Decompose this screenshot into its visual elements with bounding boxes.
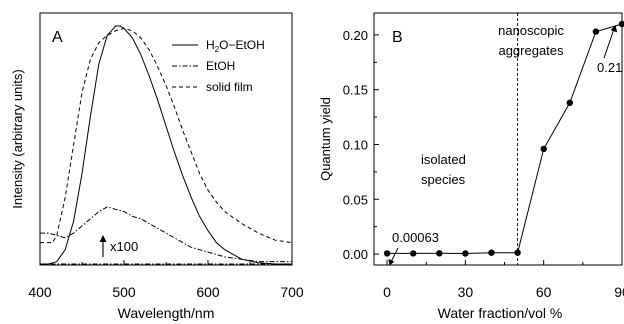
panel-b-frame [373,12,623,266]
high-yield-arrow-head [610,25,618,33]
panel-b-x-axis-label: Water fraction/vol % [438,305,563,321]
panel-a-x-tick-label-600: 600 [196,284,220,300]
panel-b-x-tick-label-60: 60 [536,284,552,300]
isolated-species-label-line1: isolated [421,152,466,167]
quantum-yield-point [540,145,547,153]
panel-b-series [383,20,624,257]
panel-b-x-tick-label-90: 90 [614,284,624,300]
high-yield-arrow [603,28,615,59]
panel-b-x-tick-label-0: 0 [383,284,391,300]
legend-label-etoh: EtOH [206,59,235,73]
panel-a-x-axis-label: Wavelength/nm [118,305,215,321]
quantum-yield-point [462,250,469,257]
quantum-yield-point [383,250,391,257]
quantum-yield-point [514,249,521,256]
panel-a-series-solid-film [40,27,293,244]
aggregates-label-line2: aggregates [498,43,564,58]
panel-a-x-ticks: 400 500 600 700 [28,260,304,300]
panel-b-x-tick-label-30: 30 [458,284,474,300]
panel-a-x-tick-label-500: 500 [112,284,136,300]
quantum-yield-point [410,250,417,257]
low-yield-label: 0.00063 [392,230,439,245]
high-yield-label: 0.21 [597,60,622,75]
low-yield-arrow [390,247,399,263]
panel-b-y-tick-label: 0.20 [343,28,368,43]
isolated-species-label-line2: species [421,172,466,187]
scale-arrow-head [99,235,107,242]
panel-a-x-tick-label-700: 700 [280,284,304,300]
panel-b-y-ticks: 0.00 0.05 0.10 0.15 0.20 [343,28,379,262]
panel-a-series [40,25,293,265]
panel-a-scale-annotation: x100 [99,235,138,257]
panel-a: A 400 500 600 700 Wavelength/nm Intensity (… [10,12,304,321]
panel-b-y-tick-label: 0.15 [343,83,368,98]
panel-a-legend: H2O−EtOH EtOH solid film [172,38,265,94]
panel-b-y-tick-label: 0.05 [343,192,368,207]
panel-b: B 0 30 60 90 0.00 0.05 0.10 0.15 0.20 Water fra… [318,12,624,321]
legend-label-solid-film: solid film [206,80,253,94]
panel-a-series-h2o-etoh [40,25,292,265]
quantum-yield-point [566,99,573,107]
quantum-yield-point [436,250,443,257]
legend-label-h2o-etoh: H2O−EtOH [206,38,265,54]
quantum-yield-point [592,28,600,35]
panel-b-y-axis-label: Quantum yield [318,97,333,181]
quantum-yield-point [488,249,495,256]
quantum-yield-line [387,23,623,255]
panel-b-y-tick-label: 0.10 [343,137,368,152]
scale-factor-label: x100 [110,239,138,254]
aggregates-label-line1: nanoscopic [498,23,564,38]
low-yield-arrow-head [388,258,395,266]
quantum-yield-point [618,20,624,28]
panel-b-y-tick-label: 0.00 [343,247,368,262]
panel-b-label: B [392,29,403,46]
panel-a-y-axis-label: Intensity (arbitrary units) [10,69,25,208]
panel-b-x-ticks: 0 30 60 90 [383,260,624,300]
panel-a-series-etoh [40,206,292,263]
panel-a-label: A [52,29,63,46]
panel-a-x-tick-label-400: 400 [28,284,52,300]
